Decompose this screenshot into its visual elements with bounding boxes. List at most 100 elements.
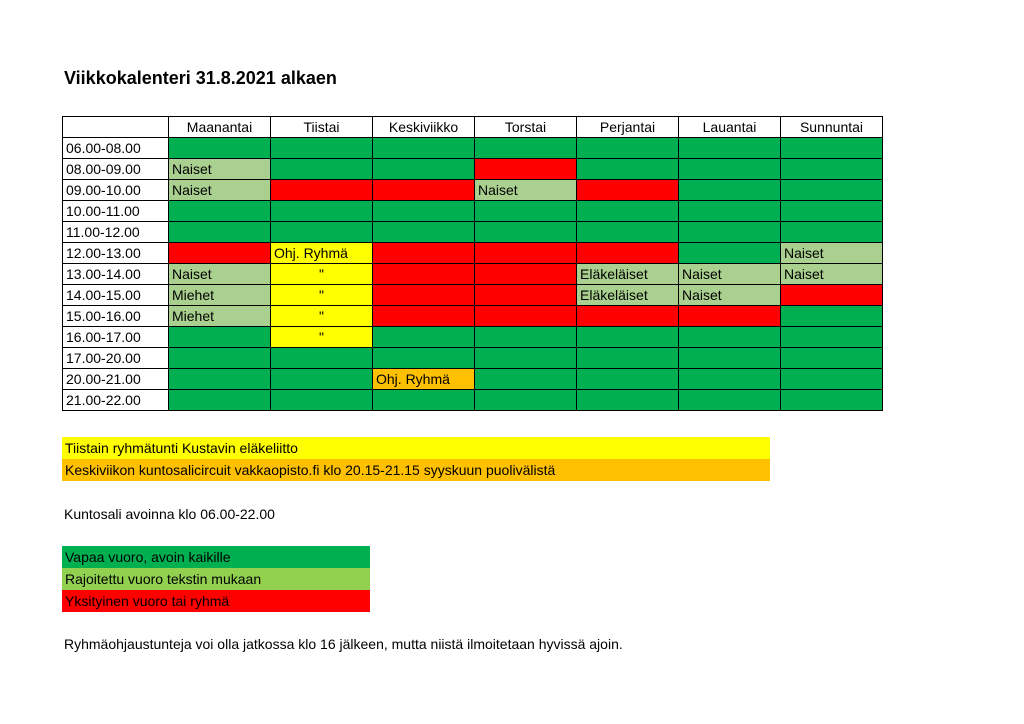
schedule-cell: Miehet [168, 305, 271, 327]
schedule-cell [270, 137, 373, 159]
schedule-cell [780, 305, 883, 327]
schedule-cell [168, 200, 271, 222]
schedule-cell: Naiset [168, 158, 271, 180]
schedule-cell [780, 137, 883, 159]
schedule-cell [372, 263, 475, 285]
legend-item: Yksityinen vuoro tai ryhmä [62, 590, 370, 612]
table-row: 21.00-22.00 [62, 389, 883, 411]
schedule-cell [678, 326, 781, 348]
schedule-cell [678, 179, 781, 201]
schedule-cell [168, 242, 271, 264]
schedule-cell: Ohj. Ryhmä [270, 242, 373, 264]
table-row: 20.00-21.00 Ohj. Ryhmä [62, 368, 883, 390]
schedule-cell [678, 242, 781, 264]
schedule-cell: " [270, 284, 373, 306]
time-slot: 17.00-20.00 [62, 347, 169, 369]
footer-text: Ryhmäohjaustunteja voi olla jatkossa klo… [64, 636, 623, 652]
table-row: 10.00-11.00 [62, 200, 883, 222]
schedule-cell [678, 137, 781, 159]
header-row: Maanantai Tiistai Keskiviikko Torstai Perjan… [62, 116, 883, 138]
schedule-cell: Ohj. Ryhmä [372, 368, 475, 390]
schedule-cell [168, 326, 271, 348]
schedule-cell [576, 389, 679, 411]
note-yellow: Tiistain ryhmätunti Kustavin eläkeliitto [62, 437, 770, 459]
schedule-cell [474, 221, 577, 243]
day-header: Sunnuntai [780, 116, 883, 138]
time-slot: 08.00-09.00 [62, 158, 169, 180]
time-slot: 15.00-16.00 [62, 305, 169, 327]
schedule-cell [780, 347, 883, 369]
schedule-cell: " [270, 326, 373, 348]
schedule-cell [678, 221, 781, 243]
schedule-cell [270, 158, 373, 180]
weekly-schedule-table: Maanantai Tiistai Keskiviikko Torstai Perjan… [62, 116, 883, 411]
schedule-cell [474, 263, 577, 285]
schedule-cell [576, 221, 679, 243]
time-slot: 12.00-13.00 [62, 242, 169, 264]
schedule-cell [576, 305, 679, 327]
schedule-cell [168, 137, 271, 159]
schedule-cell: Naiset [678, 263, 781, 285]
schedule-cell [576, 158, 679, 180]
schedule-cell [270, 200, 373, 222]
time-slot: 13.00-14.00 [62, 263, 169, 285]
schedule-cell [372, 389, 475, 411]
legend-item: Rajoitettu vuoro tekstin mukaan [62, 568, 370, 590]
table-row: 09.00-10.00 Naiset Naiset [62, 179, 883, 201]
schedule-cell [474, 200, 577, 222]
time-slot: 09.00-10.00 [62, 179, 169, 201]
schedule-cell [168, 347, 271, 369]
table-row: 12.00-13.00 Ohj. Ryhmä Naiset [62, 242, 883, 264]
open-hours-text: Kuntosali avoinna klo 06.00-22.00 [64, 506, 275, 522]
table-row: 08.00-09.00 Naiset [62, 158, 883, 180]
schedule-cell [780, 368, 883, 390]
time-slot: 11.00-12.00 [62, 221, 169, 243]
schedule-cell [168, 368, 271, 390]
table-row: 14.00-15.00 Miehet " Eläkeläiset Naiset [62, 284, 883, 306]
time-slot: 20.00-21.00 [62, 368, 169, 390]
schedule-cell [678, 347, 781, 369]
schedule-cell [372, 284, 475, 306]
schedule-cell [576, 326, 679, 348]
schedule-cell: Naiset [168, 263, 271, 285]
page-title: Viikkokalenteri 31.8.2021 alkaen [64, 68, 337, 88]
schedule-cell [372, 221, 475, 243]
schedule-cell [576, 347, 679, 369]
schedule-cell [372, 305, 475, 327]
schedule-cell [678, 389, 781, 411]
schedule-cell [270, 179, 373, 201]
schedule-cell [780, 284, 883, 306]
schedule-cell [576, 179, 679, 201]
schedule-cell: Eläkeläiset [576, 284, 679, 306]
schedule-cell [576, 242, 679, 264]
schedule-cell [576, 200, 679, 222]
table-row: 17.00-20.00 [62, 347, 883, 369]
day-header: Torstai [474, 116, 577, 138]
schedule-cell [372, 137, 475, 159]
schedule-cell: " [270, 305, 373, 327]
schedule-cell [474, 305, 577, 327]
schedule-cell: Naiset [780, 242, 883, 264]
schedule-cell [372, 326, 475, 348]
schedule-cell [780, 158, 883, 180]
schedule-cell: Naiset [780, 263, 883, 285]
schedule-cell [168, 389, 271, 411]
schedule-cell [474, 347, 577, 369]
schedule-cell [474, 389, 577, 411]
day-header: Lauantai [678, 116, 781, 138]
legend-item: Vapaa vuoro, avoin kaikille [62, 546, 370, 568]
schedule-cell: Naiset [474, 179, 577, 201]
schedule-cell [474, 368, 577, 390]
schedule-cell [474, 242, 577, 264]
table-row: 16.00-17.00 " [62, 326, 883, 348]
corner-cell [62, 116, 169, 138]
schedule-cell [576, 368, 679, 390]
schedule-cell [576, 137, 679, 159]
schedule-cell [678, 200, 781, 222]
schedule-cell [270, 347, 373, 369]
schedule-cell [372, 242, 475, 264]
time-slot: 06.00-08.00 [62, 137, 169, 159]
day-header: Keskiviikko [372, 116, 475, 138]
schedule-cell [474, 158, 577, 180]
schedule-cell: Naiset [678, 284, 781, 306]
